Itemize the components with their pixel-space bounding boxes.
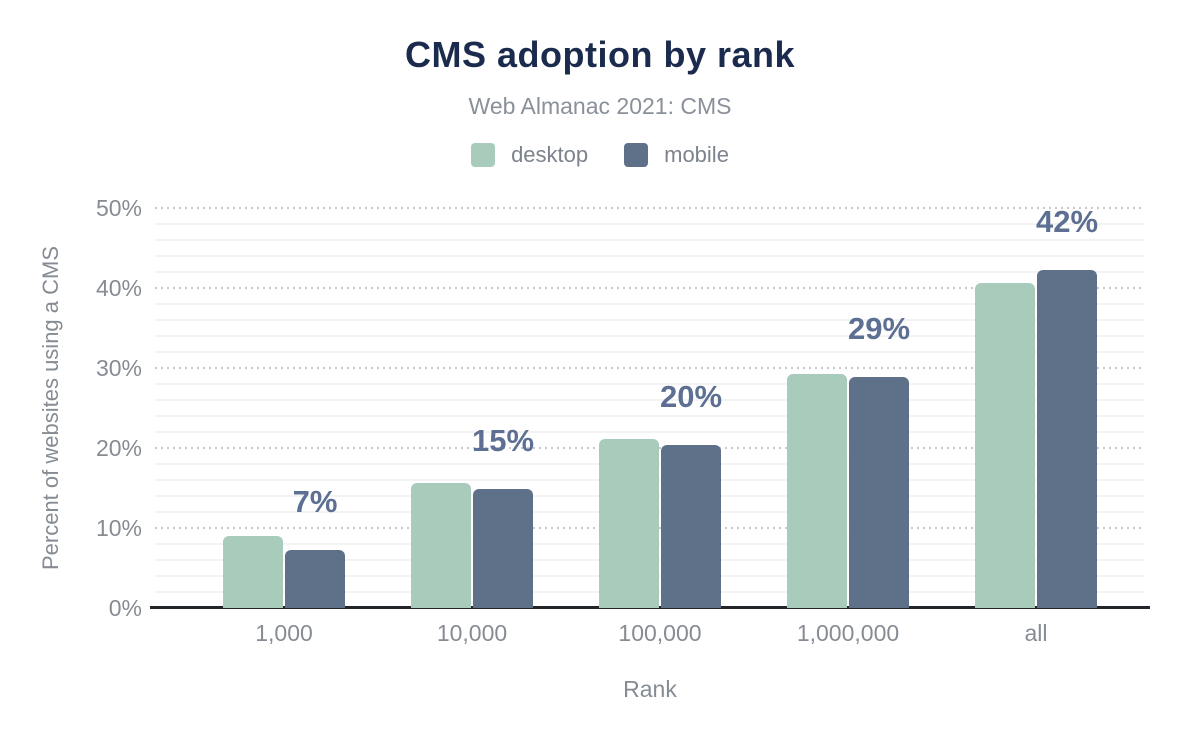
bar-desktop-1000 (223, 536, 283, 608)
bar-mobile-all (1037, 270, 1097, 608)
gridline-major (155, 367, 1145, 369)
chart-title: CMS adoption by rank (404, 34, 796, 75)
legend-label-mobile: mobile (664, 142, 729, 167)
y-tick-label-40: 40% (95, 275, 142, 301)
x-tick-label-10000: 10,000 (436, 620, 508, 646)
bar-value-label-10000: 15% (471, 422, 535, 458)
bar-value-label-1000000: 29% (847, 310, 911, 346)
bar-desktop-1000000 (787, 374, 847, 608)
gridline-minor (155, 335, 1145, 337)
gridline-minor (155, 383, 1145, 385)
y-tick-label-0: 0% (108, 595, 142, 621)
bar-mobile-100000 (661, 444, 721, 608)
legend-swatch-desktop (471, 143, 496, 167)
gridline-minor (155, 271, 1145, 273)
legend-swatch-mobile (624, 143, 649, 167)
y-tick-label-20: 20% (95, 435, 142, 461)
gridline-major (155, 287, 1145, 289)
bar-value-label-1000: 7% (292, 483, 338, 519)
chart-subtitle: Web Almanac 2021: CMS (468, 93, 732, 119)
bar-desktop-10000 (411, 483, 471, 608)
x-axis-title: Rank (623, 676, 677, 702)
x-tick-label-all: all (1024, 620, 1048, 646)
legend: desktop mobile (0, 142, 1200, 168)
gridline-minor (155, 319, 1145, 321)
legend-item-mobile: mobile (624, 142, 729, 168)
gridline-minor (155, 399, 1145, 401)
gridline-minor (155, 255, 1145, 257)
gridline-minor (155, 351, 1145, 353)
bar-mobile-1000 (285, 549, 345, 608)
bar-desktop-100000 (599, 439, 659, 608)
legend-label-desktop: desktop (511, 142, 589, 167)
bar-mobile-10000 (473, 488, 533, 608)
bar-mobile-1000000 (849, 376, 909, 608)
bar-value-label-100000: 20% (659, 378, 723, 414)
bar-desktop-all (975, 283, 1035, 608)
gridline-minor (155, 303, 1145, 305)
legend-item-desktop: desktop (471, 142, 588, 168)
gridline-minor (155, 431, 1145, 433)
y-tick-label-50: 50% (95, 195, 142, 221)
bar-value-label-all: 42% (1035, 204, 1099, 240)
gridline-minor (155, 239, 1145, 241)
gridline-minor (155, 415, 1145, 417)
y-tick-label-10: 10% (95, 515, 142, 541)
y-tick-label-30: 30% (95, 355, 142, 381)
y-axis-title-text: Percent of websites using a CMS (38, 245, 63, 571)
x-tick-label-100000: 100,000 (618, 620, 702, 646)
x-tick-label-1000: 1,000 (255, 620, 313, 646)
gridline-major (155, 207, 1145, 209)
gridline-minor (155, 223, 1145, 225)
x-tick-label-1000000: 1,000,000 (796, 620, 900, 646)
